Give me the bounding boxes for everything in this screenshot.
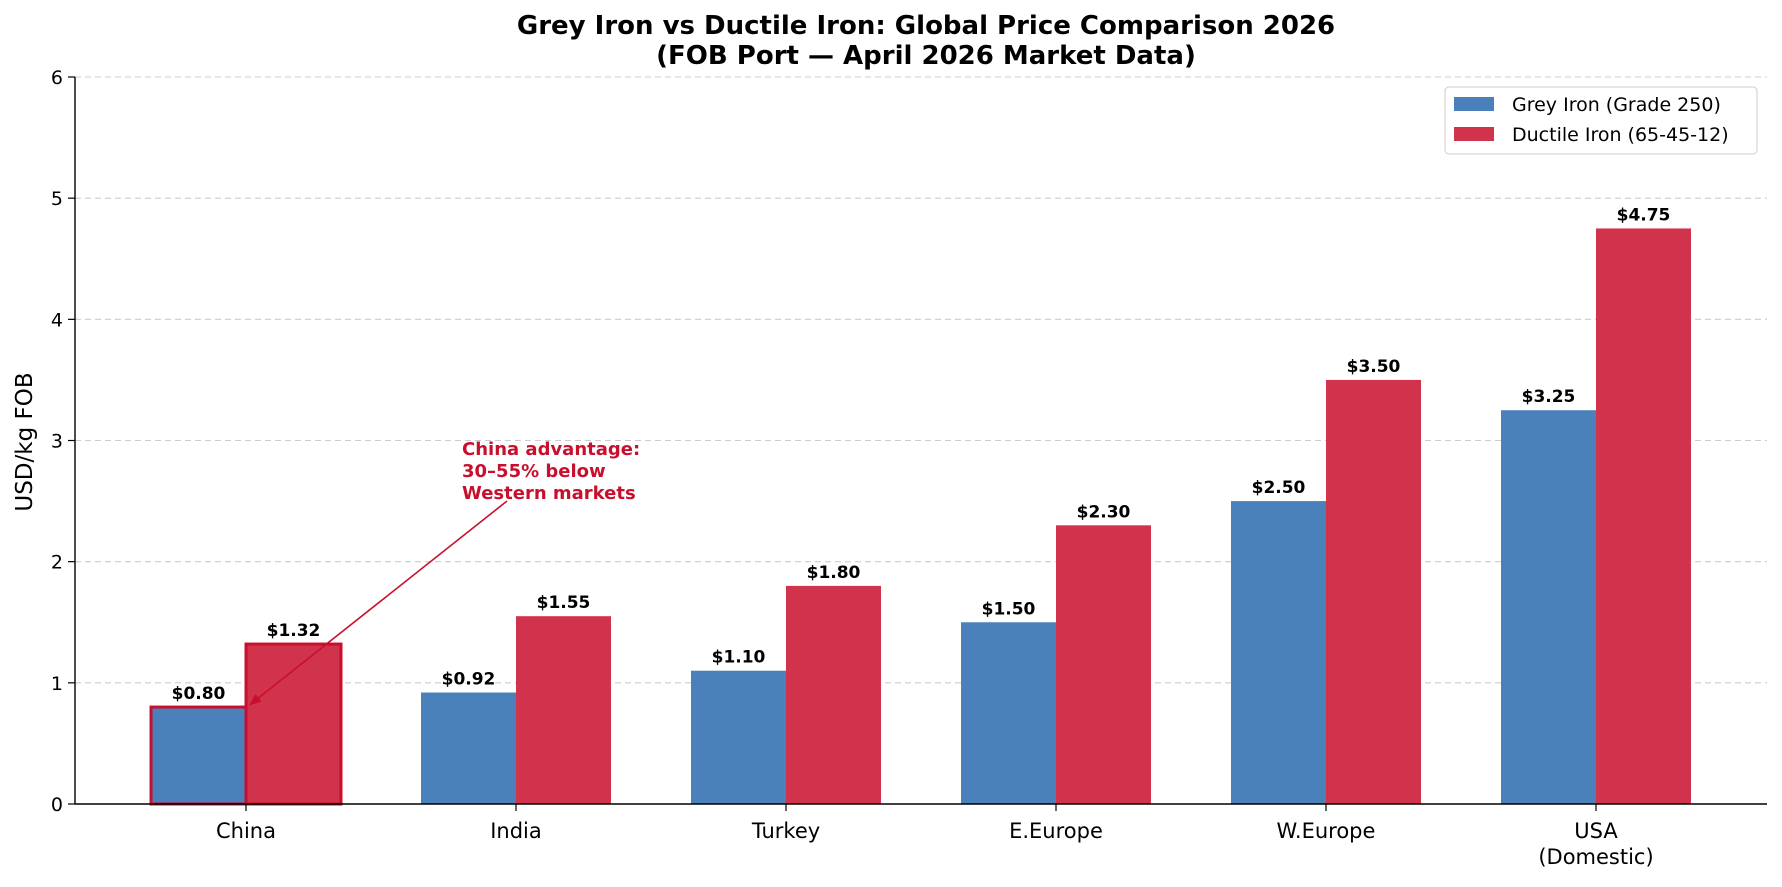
data-label: $3.25 xyxy=(1522,387,1576,407)
annotation: China advantage: 30–55% below Western mark… xyxy=(249,439,640,706)
y-tick-label: 1 xyxy=(51,673,63,695)
annotation-text: China advantage: 30–55% below Western mark… xyxy=(462,439,640,504)
x-tick-label: China xyxy=(216,819,276,843)
x-tick-label: Turkey xyxy=(751,819,820,843)
legend-swatch-ductile-iron xyxy=(1454,127,1494,141)
y-axis-label: USD/kg FOB xyxy=(12,372,38,511)
grid-lines xyxy=(75,76,1767,684)
data-label: $4.75 xyxy=(1617,205,1671,225)
bar-ductile-iron xyxy=(1596,228,1691,805)
data-label: $2.50 xyxy=(1252,478,1306,498)
bar-grey-iron xyxy=(1501,410,1596,804)
legend-swatch-grey-iron xyxy=(1454,97,1494,111)
data-labels: $0.80 $0.92 $1.10 $1.50 $2.50 $3.25 $1.32 $1.55… xyxy=(172,205,1671,704)
y-ticks: 0 1 2 3 4 5 6 xyxy=(51,67,75,816)
legend-label-grey-iron: Grey Iron (Grade 250) xyxy=(1512,94,1721,116)
bar-grey-iron xyxy=(1231,501,1326,804)
data-label: $3.50 xyxy=(1347,357,1401,377)
chart-title: Grey Iron vs Ductile Iron: Global Price … xyxy=(517,11,1335,41)
legend-label-ductile-iron: Ductile Iron (65-45-12) xyxy=(1512,124,1729,146)
y-tick-label: 6 xyxy=(51,67,63,89)
x-tick-label: India xyxy=(490,819,542,843)
bars xyxy=(149,228,1691,806)
data-label: $1.50 xyxy=(982,599,1036,619)
data-label: $1.10 xyxy=(712,648,766,668)
bar-grey-iron xyxy=(961,622,1056,804)
bar-grey-iron xyxy=(691,670,786,804)
legend-frame xyxy=(1444,86,1758,155)
bar-ductile-iron xyxy=(244,642,343,806)
bar-ductile-iron xyxy=(1326,379,1421,804)
data-label: $0.80 xyxy=(172,684,226,704)
y-tick-label: 0 xyxy=(51,794,63,816)
x-tick-label: E.Europe xyxy=(1009,819,1103,843)
annotation-arrow xyxy=(249,500,508,706)
chart-subtitle: (FOB Port — April 2026 Market Data) xyxy=(656,41,1196,71)
legend: Grey Iron (Grade 250) Ductile Iron (65-4… xyxy=(1444,86,1758,155)
y-tick-label: 2 xyxy=(51,552,63,574)
x-ticks: China India Turkey E.Europe W.Europe USA (Dome… xyxy=(216,804,1654,869)
data-label: $2.30 xyxy=(1077,502,1131,522)
x-tick-label: USA (Domestic) xyxy=(1538,819,1653,869)
data-label: $1.80 xyxy=(807,563,861,583)
bar-grey-iron xyxy=(149,705,248,806)
bar-grey-iron xyxy=(421,692,516,804)
y-tick-label: 5 xyxy=(51,188,63,210)
x-tick-label: W.Europe xyxy=(1277,819,1376,843)
bar-ductile-iron xyxy=(516,616,611,804)
bar-ductile-iron xyxy=(786,585,881,804)
data-label: $0.92 xyxy=(442,670,496,690)
data-label: $1.55 xyxy=(537,593,591,613)
y-tick-label: 4 xyxy=(51,309,63,331)
y-tick-label: 3 xyxy=(51,431,63,453)
bar-ductile-iron xyxy=(1056,525,1151,804)
data-label: $1.32 xyxy=(267,621,321,641)
